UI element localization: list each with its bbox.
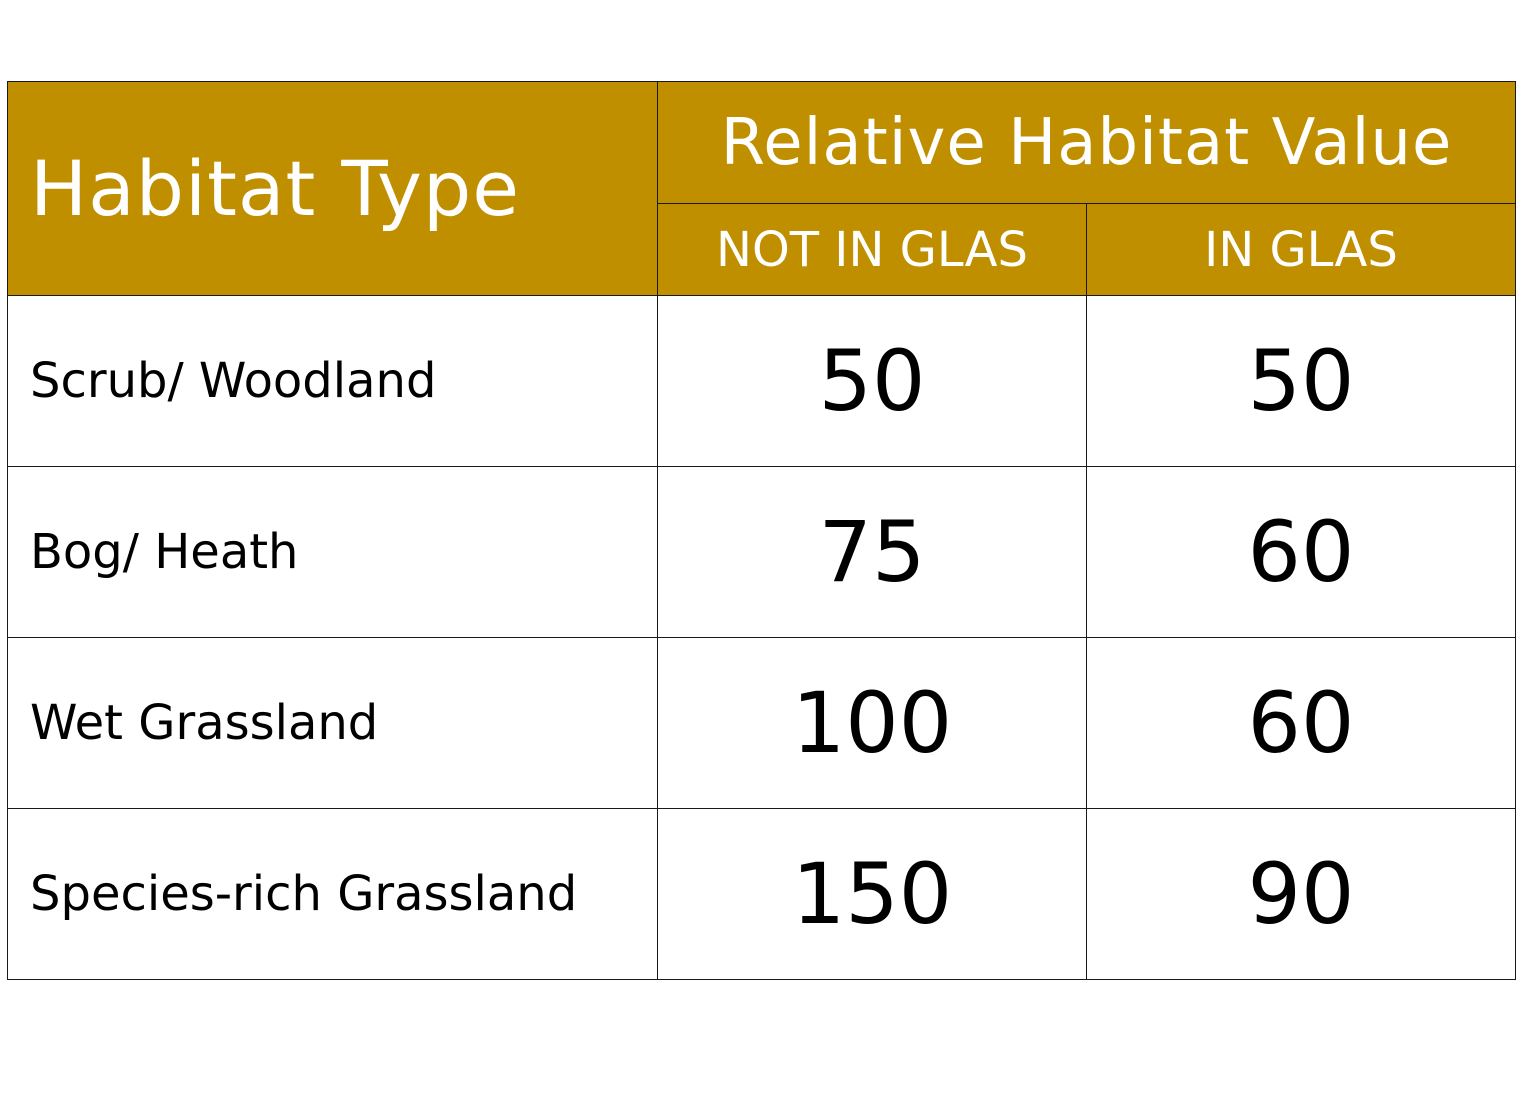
column-header-not-in-glas: NOT IN GLAS <box>657 203 1087 296</box>
table-row: Bog/ Heath 75 60 <box>7 466 1516 638</box>
value-not-in-glas: 50 <box>657 295 1087 467</box>
row-label: Bog/ Heath <box>7 466 658 638</box>
value-in-glas: 60 <box>1086 637 1516 809</box>
relative-habitat-value-header: Relative Habitat Value <box>657 81 1516 204</box>
value-in-glas: 50 <box>1086 295 1516 467</box>
value-in-glas: 60 <box>1086 466 1516 638</box>
habitat-type-header: Habitat Type <box>7 81 658 296</box>
row-label: Species-rich Grassland <box>7 808 658 980</box>
habitat-value-table: Habitat Type Relative Habitat Value NOT … <box>7 81 1516 980</box>
column-header-in-glas: IN GLAS <box>1086 203 1516 296</box>
header-row-sub: NOT IN GLAS IN GLAS <box>8 203 1516 296</box>
table-row: Scrub/ Woodland 50 50 <box>7 295 1516 467</box>
table-row: Species-rich Grassland 150 90 <box>7 808 1516 980</box>
row-label: Scrub/ Woodland <box>7 295 658 467</box>
value-in-glas: 90 <box>1086 808 1516 980</box>
table-row: Wet Grassland 100 60 <box>7 637 1516 809</box>
row-label: Wet Grassland <box>7 637 658 809</box>
value-not-in-glas: 100 <box>657 637 1087 809</box>
value-not-in-glas: 150 <box>657 808 1087 980</box>
header-row-top: Habitat Type Relative Habitat Value <box>7 81 1516 296</box>
value-not-in-glas: 75 <box>657 466 1087 638</box>
